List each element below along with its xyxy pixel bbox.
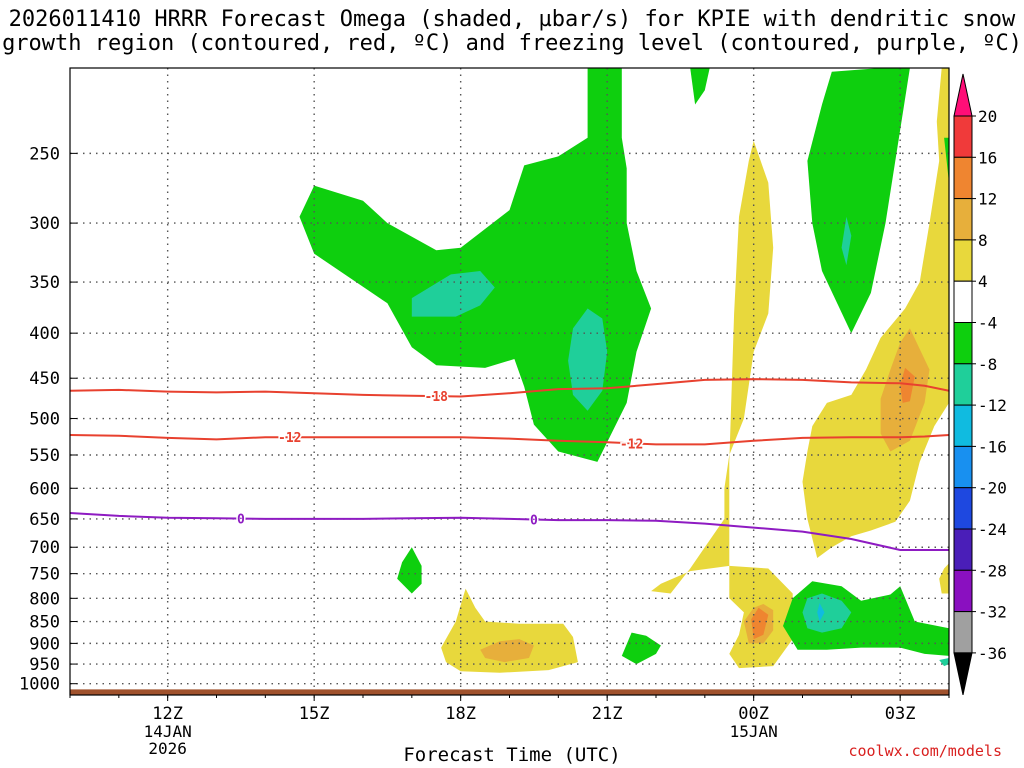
negative-omega-region xyxy=(944,137,949,183)
positive-omega-region xyxy=(751,607,769,640)
x-tick-label: 03Z xyxy=(885,704,916,724)
colorbar-label: -28 xyxy=(978,561,1007,580)
colorbar-bin xyxy=(953,528,973,571)
colorbar-label: 16 xyxy=(978,148,997,167)
ground-terrain xyxy=(70,689,949,695)
chart-title-line-1: 2026011410 HRRR Forecast Omega (shaded, … xyxy=(8,7,1016,32)
negative-omega-region xyxy=(807,68,910,334)
colorbar-label: 12 xyxy=(978,190,997,209)
y-tick-label: 550 xyxy=(29,446,60,466)
colorbar-top-arrow xyxy=(953,73,973,117)
colorbar-bin xyxy=(953,569,973,613)
colorbar-bin xyxy=(953,322,973,365)
x-tick-label: 12Z xyxy=(152,704,183,724)
y-tick-label: 250 xyxy=(29,144,60,164)
y-tick-label: 400 xyxy=(29,324,60,344)
colorbar-label: -8 xyxy=(978,355,997,374)
colorbar-label: 4 xyxy=(978,272,988,291)
contour-label: 0 xyxy=(237,513,245,528)
y-tick-label: 500 xyxy=(29,410,60,430)
colorbar-label: -36 xyxy=(978,644,1007,663)
colorbar-bin xyxy=(953,404,973,447)
negative-omega-region xyxy=(817,603,825,622)
x-tick-label: 18Z xyxy=(445,704,476,724)
colorbar-bin xyxy=(953,198,973,241)
y-tick-label: 650 xyxy=(29,510,60,530)
x-tick-label: 15Z xyxy=(299,704,330,724)
colorbar-bin xyxy=(953,280,973,324)
y-tick-label: 1000 xyxy=(19,675,60,695)
colorbar-bin xyxy=(953,115,973,158)
x-tick-date-label: 15JAN xyxy=(730,722,778,741)
y-tick-label: 350 xyxy=(29,273,60,293)
colorbar-label: -24 xyxy=(978,520,1007,539)
positive-omega-region xyxy=(480,639,534,663)
positive-omega-region xyxy=(441,588,578,673)
colorbar-label: -20 xyxy=(978,479,1007,498)
y-tick-label: 850 xyxy=(29,613,60,633)
x-tick-date-label: 2026 xyxy=(148,739,187,758)
y-tick-label: 800 xyxy=(29,589,60,609)
x-tick-label: 00Z xyxy=(738,704,769,724)
contour-label: 0 xyxy=(530,513,538,528)
positive-omega-region xyxy=(651,140,793,669)
x-axis-title: Forecast Time (UTC) xyxy=(403,744,621,766)
contour-label: -18 xyxy=(425,390,449,405)
y-tick-label: 700 xyxy=(29,538,60,558)
positive-omega-region xyxy=(936,68,949,161)
contour-line--18 xyxy=(70,378,949,398)
y-tick-label: 300 xyxy=(29,214,60,234)
colorbar-bin xyxy=(953,611,973,654)
negative-omega-region xyxy=(568,308,608,411)
y-tick-label: 750 xyxy=(29,565,60,585)
contour-label: -12 xyxy=(278,431,301,446)
x-tick-date-label: 14JAN xyxy=(144,722,192,741)
colorbar-label: 8 xyxy=(978,231,988,250)
y-tick-label: 600 xyxy=(29,479,60,499)
colorbar-bottom-arrow xyxy=(953,652,973,696)
negative-omega-region xyxy=(621,632,661,665)
colorbar-bin xyxy=(953,363,973,406)
negative-omega-region xyxy=(690,68,710,105)
negative-omega-region xyxy=(397,547,422,594)
colorbar-bin xyxy=(953,445,973,489)
colorbar-label: -32 xyxy=(978,603,1007,622)
colorbar-bin xyxy=(953,156,973,200)
colorbar-bin xyxy=(953,239,973,282)
positive-omega-region xyxy=(900,367,915,403)
negative-omega-region xyxy=(802,593,852,633)
y-tick-label: 950 xyxy=(29,655,60,675)
y-tick-label: 900 xyxy=(29,634,60,654)
negative-omega-region xyxy=(841,216,852,266)
positive-omega-region xyxy=(753,223,760,248)
contour-label: -12 xyxy=(620,437,643,452)
colorbar-label: 20 xyxy=(978,107,997,126)
colorbar-label: -12 xyxy=(978,396,1007,415)
y-tick-label: 450 xyxy=(29,369,60,389)
colorbar-bin xyxy=(953,487,973,530)
positive-omega-region xyxy=(802,145,949,558)
contour-line--12 xyxy=(70,434,949,446)
contour-line-0 xyxy=(70,512,949,551)
chart-title-line-2: growth region (contoured, red, ºC) and f… xyxy=(2,31,1022,56)
positive-omega-region xyxy=(939,563,949,594)
colorbar-label: -4 xyxy=(978,314,997,333)
colorbar-label: -16 xyxy=(978,437,1007,456)
x-tick-label: 21Z xyxy=(592,704,623,724)
negative-omega-region xyxy=(939,658,949,667)
site-credit: coolwx.com/models xyxy=(848,742,1002,760)
negative-omega-region xyxy=(299,68,652,462)
